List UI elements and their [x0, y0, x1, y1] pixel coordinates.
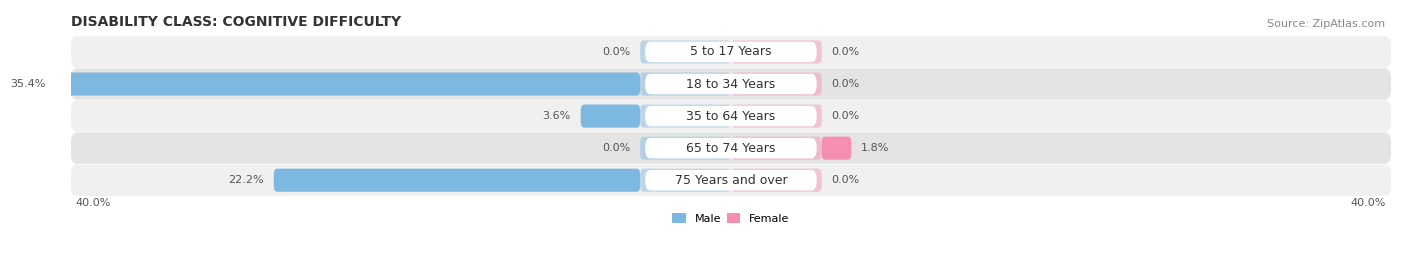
Text: 1.8%: 1.8% — [862, 143, 890, 153]
FancyBboxPatch shape — [70, 132, 1391, 164]
FancyBboxPatch shape — [731, 169, 821, 192]
Text: Source: ZipAtlas.com: Source: ZipAtlas.com — [1267, 19, 1385, 29]
Text: 40.0%: 40.0% — [1351, 198, 1386, 208]
Text: 75 Years and over: 75 Years and over — [675, 174, 787, 187]
FancyBboxPatch shape — [731, 105, 821, 128]
Text: 40.0%: 40.0% — [76, 198, 111, 208]
FancyBboxPatch shape — [645, 170, 817, 190]
FancyBboxPatch shape — [70, 36, 1391, 68]
FancyBboxPatch shape — [645, 74, 817, 94]
FancyBboxPatch shape — [70, 100, 1391, 132]
Text: 35 to 64 Years: 35 to 64 Years — [686, 109, 776, 123]
Text: 65 to 74 Years: 65 to 74 Years — [686, 142, 776, 155]
FancyBboxPatch shape — [731, 137, 821, 160]
FancyBboxPatch shape — [640, 72, 731, 95]
Text: DISABILITY CLASS: COGNITIVE DIFFICULTY: DISABILITY CLASS: COGNITIVE DIFFICULTY — [70, 15, 401, 29]
FancyBboxPatch shape — [56, 72, 640, 95]
Text: 0.0%: 0.0% — [831, 175, 860, 185]
Text: 0.0%: 0.0% — [602, 143, 630, 153]
Text: 22.2%: 22.2% — [228, 175, 264, 185]
FancyBboxPatch shape — [731, 72, 821, 95]
FancyBboxPatch shape — [581, 105, 640, 128]
Text: 0.0%: 0.0% — [831, 47, 860, 57]
FancyBboxPatch shape — [640, 137, 731, 160]
Text: 3.6%: 3.6% — [543, 111, 571, 121]
FancyBboxPatch shape — [821, 137, 852, 160]
FancyBboxPatch shape — [70, 68, 1391, 100]
FancyBboxPatch shape — [640, 169, 731, 192]
FancyBboxPatch shape — [640, 40, 731, 63]
Text: 0.0%: 0.0% — [602, 47, 630, 57]
Text: 0.0%: 0.0% — [831, 111, 860, 121]
FancyBboxPatch shape — [645, 138, 817, 158]
FancyBboxPatch shape — [640, 105, 731, 128]
FancyBboxPatch shape — [645, 42, 817, 62]
Text: 0.0%: 0.0% — [831, 79, 860, 89]
Legend: Male, Female: Male, Female — [668, 209, 794, 228]
Text: 18 to 34 Years: 18 to 34 Years — [686, 77, 776, 91]
FancyBboxPatch shape — [731, 40, 821, 63]
Text: 35.4%: 35.4% — [11, 79, 46, 89]
FancyBboxPatch shape — [274, 169, 640, 192]
FancyBboxPatch shape — [70, 165, 1391, 196]
FancyBboxPatch shape — [645, 106, 817, 126]
Text: 5 to 17 Years: 5 to 17 Years — [690, 45, 772, 58]
